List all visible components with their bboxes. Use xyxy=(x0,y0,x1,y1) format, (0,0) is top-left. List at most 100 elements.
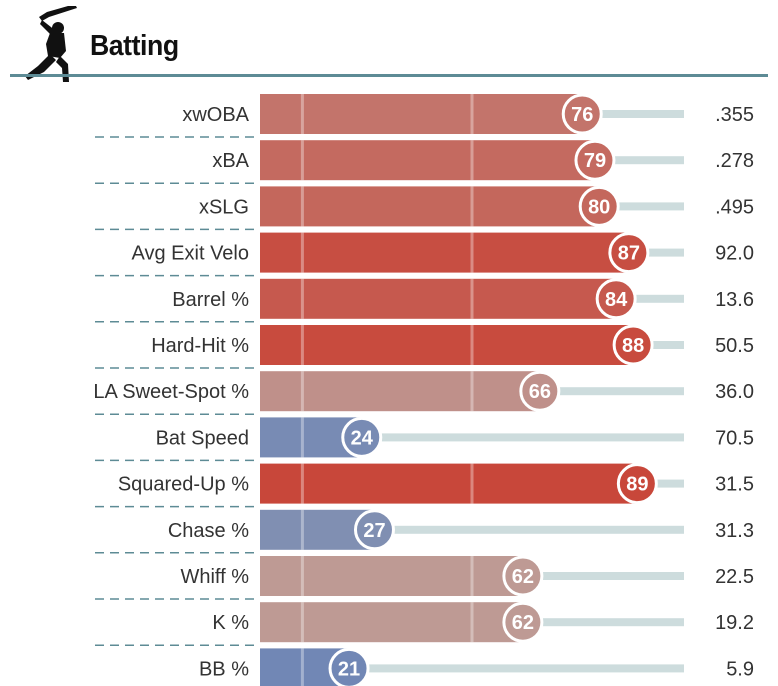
reference-tick xyxy=(470,278,474,319)
reference-tick xyxy=(470,94,474,134)
stat-value: .278 xyxy=(715,150,754,172)
percentile-track xyxy=(361,433,684,442)
metric-row: xSLG 80 .495 xyxy=(95,185,754,231)
reference-tick xyxy=(300,556,304,596)
percentile-bar xyxy=(260,325,634,365)
metric-label: BB % xyxy=(199,658,249,680)
reference-tick xyxy=(470,371,474,412)
reference-tick xyxy=(470,602,474,643)
reference-tick xyxy=(470,140,474,181)
stat-value: 19.2 xyxy=(715,612,754,634)
reference-tick xyxy=(470,232,474,273)
reference-tick xyxy=(300,278,304,319)
percentile-bar xyxy=(260,463,638,504)
section-title: Batting xyxy=(90,30,179,62)
stat-value: .355 xyxy=(715,104,754,126)
percentile-badge xyxy=(502,601,544,643)
percentile-bar xyxy=(260,140,595,181)
percentile-badge xyxy=(595,278,637,320)
metric-label: Squared-Up % xyxy=(118,474,249,496)
percentile-value: 66 xyxy=(529,381,551,403)
reference-tick xyxy=(300,186,304,227)
percentile-badge xyxy=(519,370,561,412)
reference-tick xyxy=(300,325,304,365)
stat-value: .495 xyxy=(715,196,754,218)
percentile-track xyxy=(637,479,684,488)
reference-tick xyxy=(300,232,304,273)
metric-label: xwOBA xyxy=(182,104,249,126)
percentile-badge xyxy=(341,416,383,458)
percentile-track xyxy=(374,525,684,534)
metric-row: K % 62 19.2 xyxy=(95,601,754,646)
percentile-value: 24 xyxy=(351,427,374,449)
metric-label: Whiff % xyxy=(180,566,249,588)
reference-tick xyxy=(300,417,304,458)
percentile-value: 62 xyxy=(512,612,534,634)
metric-row: LA Sweet-Spot % 66 36.0 xyxy=(93,370,754,415)
percentile-track xyxy=(349,664,684,673)
percentile-value: 80 xyxy=(588,196,610,218)
reference-tick xyxy=(470,556,474,596)
stat-value: 36.0 xyxy=(715,381,754,403)
stat-value: 5.9 xyxy=(726,658,754,680)
batter-silhouette-icon xyxy=(25,6,77,82)
metric-row: Squared-Up % 89 31.5 xyxy=(95,463,754,508)
stat-value: 70.5 xyxy=(715,427,754,449)
reference-tick xyxy=(470,325,474,365)
percentile-bar xyxy=(260,602,523,643)
percentile-badge xyxy=(578,185,620,227)
reference-tick xyxy=(300,140,304,181)
percentile-bar xyxy=(260,186,600,227)
metric-row: Whiff % 62 22.5 xyxy=(95,555,754,600)
percentile-bar xyxy=(260,278,617,319)
percentile-track xyxy=(522,618,684,627)
percentile-value: 21 xyxy=(338,658,360,680)
metric-label: xBA xyxy=(212,150,249,172)
reference-tick xyxy=(300,509,304,550)
percentile-value: 89 xyxy=(626,474,648,496)
percentile-track xyxy=(594,156,684,165)
header-divider xyxy=(10,74,768,77)
metric-label: K % xyxy=(212,612,249,634)
percentile-track xyxy=(522,572,684,580)
metric-row: BB % 21 5.9 xyxy=(199,647,754,686)
metric-row: Bat Speed 24 70.5 xyxy=(95,416,754,462)
percentile-badge xyxy=(608,232,650,274)
stat-value: 22.5 xyxy=(715,566,754,588)
stat-value: 31.3 xyxy=(715,520,754,542)
reference-tick xyxy=(300,371,304,412)
percentile-track xyxy=(582,110,684,118)
metric-row: Hard-Hit % 88 50.5 xyxy=(95,324,754,369)
percentile-value: 84 xyxy=(605,289,628,311)
percentile-value: 27 xyxy=(363,520,385,542)
reference-tick xyxy=(300,648,304,686)
percentile-badge xyxy=(561,93,603,135)
stat-value: 31.5 xyxy=(715,474,754,496)
metric-label: Hard-Hit % xyxy=(151,335,249,357)
metric-label: Chase % xyxy=(168,520,249,542)
metric-row: xwOBA 76 .355 xyxy=(95,93,754,138)
metric-label: Bat Speed xyxy=(156,427,249,449)
percentile-track xyxy=(599,202,684,211)
percentile-badge xyxy=(612,324,654,366)
reference-tick xyxy=(470,463,474,504)
percentile-bar xyxy=(260,94,583,134)
percentile-bar xyxy=(260,371,540,412)
stat-value: 92.0 xyxy=(715,243,754,265)
percentile-badge xyxy=(616,463,658,505)
metric-label: LA Sweet-Spot % xyxy=(93,381,249,403)
percentile-badge xyxy=(328,647,370,686)
metric-label: Barrel % xyxy=(172,289,249,311)
metric-row: Barrel % 84 13.6 xyxy=(95,278,754,323)
percentile-badge xyxy=(502,555,544,597)
percentile-value: 76 xyxy=(571,104,593,126)
percentile-track xyxy=(628,248,684,257)
percentile-track xyxy=(539,387,684,396)
metric-label: Avg Exit Velo xyxy=(132,243,249,265)
percentile-value: 87 xyxy=(618,243,640,265)
percentile-badge xyxy=(353,509,395,551)
metric-label: xSLG xyxy=(199,196,249,218)
percentile-track xyxy=(633,341,684,349)
percentile-track xyxy=(616,294,684,303)
